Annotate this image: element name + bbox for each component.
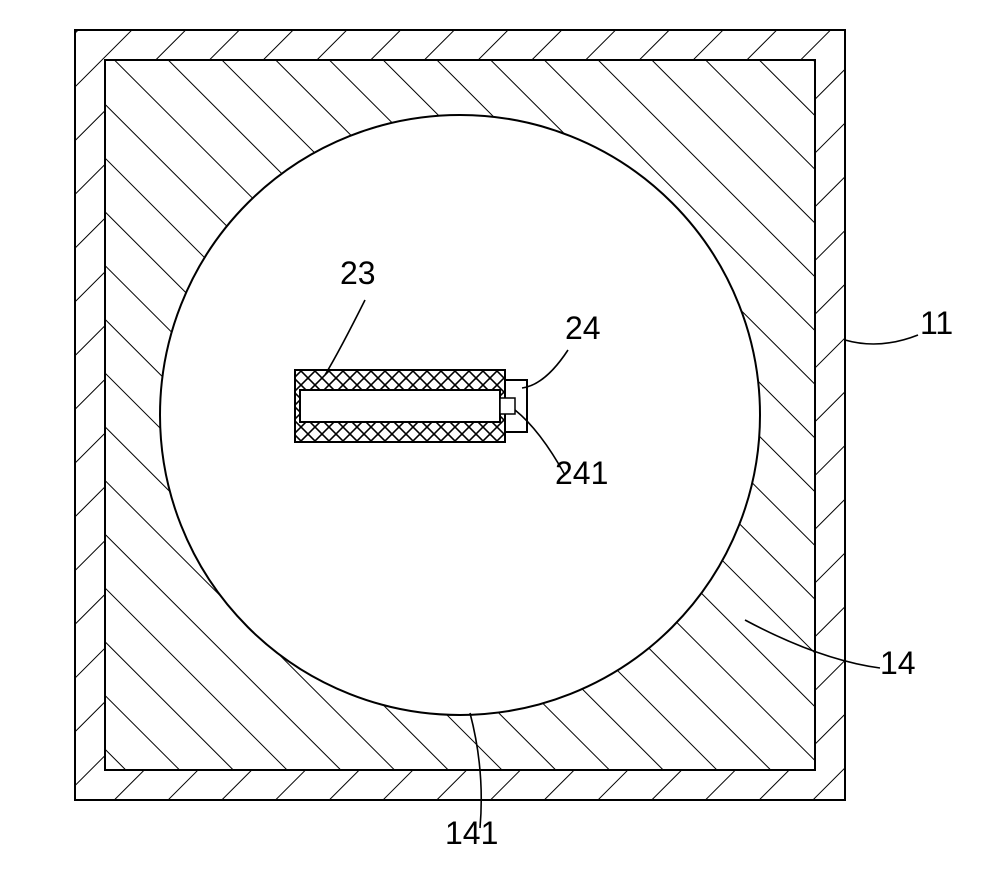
label-14: 14 [880,645,916,682]
label-11: 11 [920,305,953,342]
label-141: 141 [445,815,498,852]
label-23: 23 [340,255,376,292]
label-241: 241 [555,455,608,492]
label-24: 24 [565,310,601,347]
